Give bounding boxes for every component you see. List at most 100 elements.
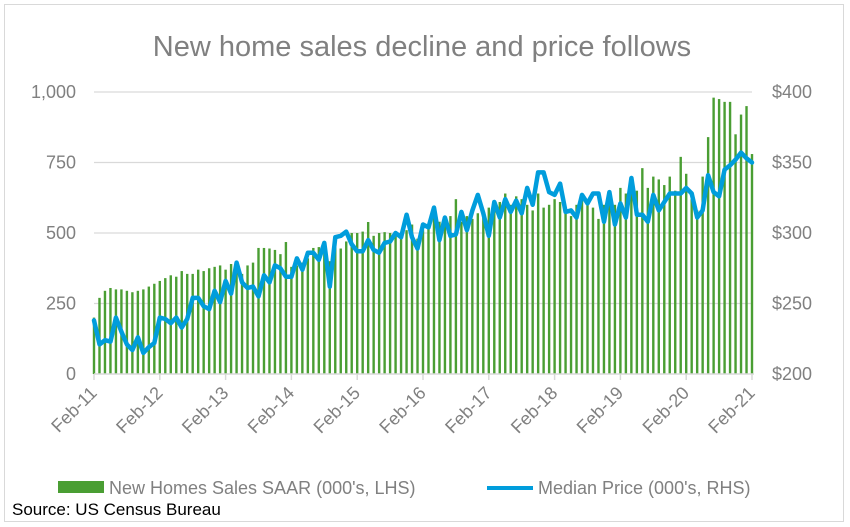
- bar: [564, 207, 567, 374]
- bar: [273, 249, 277, 374]
- bar: [734, 134, 737, 374]
- bar: [339, 248, 342, 374]
- bar: [383, 232, 386, 374]
- bar: [674, 190, 677, 374]
- bar: [487, 207, 490, 374]
- bar: [465, 216, 469, 374]
- right-axis-tick-label: $400: [772, 82, 812, 102]
- bar: [706, 137, 710, 374]
- bar: [284, 242, 288, 374]
- bar: [432, 216, 436, 374]
- bar: [372, 235, 375, 374]
- x-axis-tick-label: Feb-19: [573, 383, 627, 437]
- bar: [377, 233, 381, 374]
- bar: [569, 216, 573, 374]
- bar: [482, 216, 485, 374]
- bar: [701, 176, 704, 374]
- bar: [668, 176, 671, 374]
- bar: [366, 222, 370, 374]
- bar: [301, 262, 304, 374]
- left-axis-tick-label: 0: [66, 364, 76, 384]
- bar: [125, 290, 129, 374]
- bar: [356, 233, 359, 374]
- bar: [394, 235, 397, 374]
- bar: [153, 283, 156, 374]
- bar: [427, 227, 430, 374]
- bar: [164, 278, 167, 374]
- bar: [388, 233, 392, 374]
- x-axis-tick-label: Feb-13: [178, 383, 232, 437]
- x-axis-tick-label: Feb-16: [375, 383, 429, 437]
- bar: [553, 199, 556, 374]
- bar: [191, 273, 194, 374]
- bar: [109, 287, 112, 374]
- bar: [536, 193, 540, 374]
- bar: [399, 233, 403, 374]
- bar: [334, 247, 337, 374]
- bar: [520, 199, 523, 374]
- left-axis-tick-label: 750: [46, 153, 76, 173]
- bar: [251, 262, 255, 374]
- bar: [619, 187, 622, 374]
- bar: [624, 193, 628, 374]
- bar: [750, 154, 754, 374]
- bar: [597, 218, 600, 374]
- bar: [240, 273, 244, 374]
- bar: [646, 187, 650, 374]
- bar: [202, 271, 205, 374]
- bar: [196, 269, 200, 374]
- bar: [685, 173, 688, 374]
- x-axis-tick-label: Feb-20: [639, 383, 693, 437]
- bar: [635, 190, 639, 374]
- bar: [131, 292, 134, 374]
- bar: [630, 176, 633, 374]
- bar: [361, 231, 364, 374]
- bar: [229, 264, 233, 374]
- bar: [542, 207, 545, 374]
- bar: [410, 224, 414, 374]
- bar: [460, 221, 463, 374]
- bar: [493, 204, 496, 374]
- bar: [246, 265, 249, 374]
- bar: [279, 254, 282, 374]
- x-axis-tick-label: Feb-18: [507, 383, 561, 437]
- bar: [641, 168, 644, 374]
- chart-frame: [4, 4, 844, 522]
- bar: [745, 106, 748, 374]
- bar: [723, 101, 726, 375]
- right-axis-tick-label: $200: [772, 364, 812, 384]
- bar: [306, 258, 310, 374]
- bar: [580, 199, 584, 374]
- x-axis-tick-label: Feb-21: [704, 383, 758, 437]
- bar: [717, 99, 721, 375]
- bar: [476, 213, 480, 374]
- bar: [509, 204, 512, 374]
- bar: [180, 271, 183, 374]
- bar: [438, 221, 441, 374]
- legend-label-price: Median Price (000's, RHS): [538, 478, 751, 498]
- bar: [558, 201, 562, 374]
- bar: [728, 101, 732, 375]
- source-note: Source: US Census Bureau: [12, 500, 221, 519]
- left-axis-tick-label: 250: [46, 294, 76, 314]
- bar: [602, 204, 606, 374]
- bar: [175, 276, 178, 374]
- bar: [328, 261, 331, 374]
- bar: [416, 238, 419, 374]
- right-axis-tick-label: $300: [772, 223, 812, 243]
- bar: [449, 216, 452, 374]
- bar: [147, 286, 151, 374]
- bar: [405, 230, 408, 374]
- bar: [443, 224, 447, 374]
- x-axis-tick-label: Feb-12: [112, 383, 166, 437]
- bar: [262, 247, 266, 374]
- x-axis-tick-label: Feb-17: [441, 383, 495, 437]
- bar: [652, 176, 655, 374]
- bar: [136, 290, 140, 374]
- legend-swatch-sales: [58, 481, 104, 493]
- right-axis-tick-label: $350: [772, 153, 812, 173]
- bar: [712, 97, 715, 374]
- bar: [114, 289, 118, 374]
- bar: [547, 204, 551, 374]
